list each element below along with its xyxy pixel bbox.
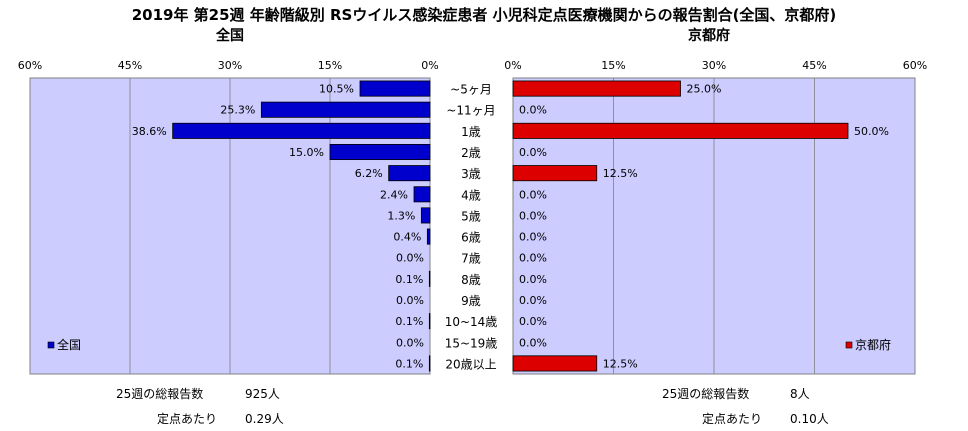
category-label: 1歳 — [461, 125, 481, 139]
category-label: 7歳 — [461, 252, 481, 266]
kyoto-legend-swatch — [845, 341, 853, 349]
kyoto-value-label: 0.0% — [519, 273, 547, 286]
kyoto-tick-label: 45% — [802, 59, 826, 72]
kyoto-tick-label: 15% — [601, 59, 625, 72]
national-tick-label: 0% — [421, 59, 438, 72]
category-label: 5歳 — [461, 209, 481, 223]
national-per-label: 定点あたり — [157, 412, 218, 426]
kyoto-value-label: 12.5% — [603, 357, 638, 370]
national-value-label: 38.6% — [132, 125, 167, 138]
national-per-value: 0.29人 — [245, 412, 284, 426]
category-label: 9歳 — [461, 294, 481, 308]
national-bar — [428, 355, 431, 372]
kyoto-bar — [512, 122, 849, 139]
national-bar — [388, 165, 431, 182]
kyoto-total-label: 25週の総報告数 — [662, 387, 750, 401]
kyoto-tick-label: 60% — [903, 59, 927, 72]
kyoto-per-label: 定点あたり — [702, 412, 763, 426]
kyoto-value-label: 50.0% — [854, 125, 889, 138]
kyoto-value-label: 0.0% — [519, 294, 547, 307]
kyoto-tick-label: 30% — [702, 59, 726, 72]
national-value-label: 10.5% — [319, 83, 354, 96]
kyoto-bar — [512, 355, 598, 372]
national-panel-title: 全国 — [216, 28, 244, 44]
national-value-label: 0.1% — [395, 273, 423, 286]
national-value-label: 6.2% — [355, 167, 383, 180]
kyoto-value-label: 0.0% — [519, 315, 547, 328]
kyoto-tick-label: 0% — [504, 59, 521, 72]
national-bar — [172, 122, 431, 139]
kyoto-value-label: 25.0% — [687, 83, 722, 96]
kyoto-value-label: 12.5% — [603, 167, 638, 180]
national-tick-label: 60% — [18, 59, 42, 72]
kyoto-value-label: 0.0% — [519, 104, 547, 117]
national-bar — [428, 313, 431, 330]
national-value-label: 0.1% — [395, 357, 423, 370]
kyoto-value-label: 0.0% — [519, 188, 547, 201]
national-bar — [428, 270, 431, 287]
kyoto-value-label: 0.0% — [519, 336, 547, 349]
kyoto-value-label: 0.0% — [519, 252, 547, 265]
national-total-label: 25週の総報告数 — [116, 387, 204, 401]
national-bar — [359, 80, 431, 97]
kyoto-per-value: 0.10人 — [790, 412, 829, 426]
national-value-label: 1.3% — [387, 209, 415, 222]
national-tick-label: 15% — [318, 59, 342, 72]
national-bar — [413, 186, 431, 203]
category-label: 8歳 — [461, 273, 481, 287]
kyoto-total-value: 8人 — [790, 387, 810, 401]
national-value-label: 0.0% — [396, 294, 424, 307]
national-tick-label: 45% — [118, 59, 142, 72]
national-bar — [260, 101, 431, 118]
national-legend-label: 全国 — [57, 337, 81, 352]
category-label: 15~19歳 — [445, 336, 498, 350]
kyoto-bar — [512, 80, 681, 97]
category-label: 2歳 — [461, 146, 481, 160]
national-value-label: 15.0% — [289, 146, 324, 159]
national-tick-label: 30% — [218, 59, 242, 72]
national-bar — [329, 143, 431, 161]
kyoto-value-label: 0.0% — [519, 231, 547, 244]
national-bar — [426, 228, 431, 245]
national-value-label: 0.4% — [393, 231, 421, 244]
kyoto-value-label: 0.0% — [519, 209, 547, 222]
bar-chart-svg: 0% 0% 15% 15% 30% 30% 45% 45% 60% 60% 10.5% 25.0% ~5… — [18, 59, 927, 375]
category-label: ~11ヶ月 — [446, 104, 495, 118]
chart-title: 2019年 第25週 年齢階級別 RSウイルス感染症患者 小児科定点医療機関から… — [131, 6, 837, 24]
category-label: 20歳以上 — [445, 357, 496, 371]
category-label: 4歳 — [461, 188, 481, 202]
national-value-label: 2.4% — [380, 188, 408, 201]
national-value-label: 0.0% — [396, 252, 424, 265]
kyoto-legend-label: 京都府 — [855, 337, 891, 352]
category-label: ~5ヶ月 — [450, 83, 492, 97]
kyoto-panel-title: 京都府 — [688, 28, 730, 44]
category-label: 3歳 — [461, 167, 481, 181]
national-bar — [420, 207, 431, 224]
national-total-value: 925人 — [245, 387, 280, 401]
national-value-label: 25.3% — [220, 104, 255, 117]
kyoto-bar — [512, 165, 598, 182]
category-label: 10~14歳 — [445, 315, 498, 329]
national-value-label: 0.0% — [396, 336, 424, 349]
national-value-label: 0.1% — [395, 315, 423, 328]
national-legend-swatch — [47, 341, 55, 349]
kyoto-value-label: 0.0% — [519, 146, 547, 159]
category-label: 6歳 — [461, 231, 481, 245]
